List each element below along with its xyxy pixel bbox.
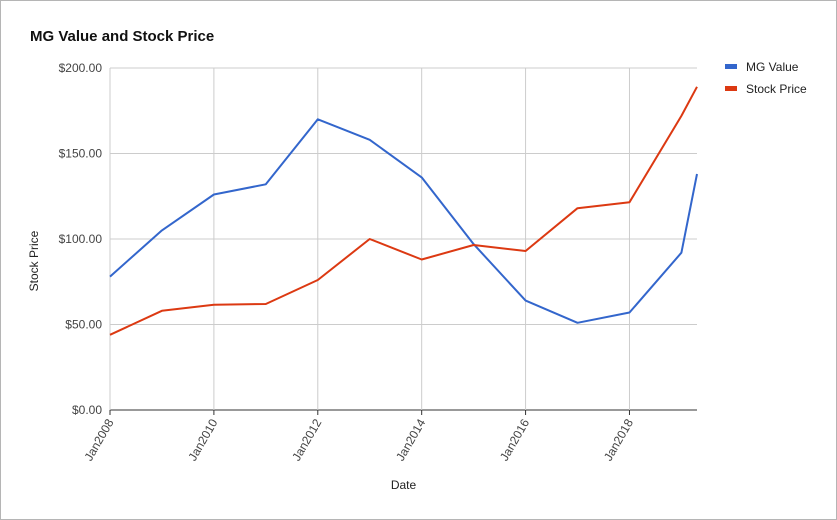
data-point	[161, 229, 163, 231]
data-point	[421, 176, 423, 178]
y-tick-label: $100.00	[59, 232, 103, 246]
data-point	[696, 86, 698, 88]
legend-swatch	[725, 64, 737, 69]
data-point	[369, 139, 371, 141]
data-point	[265, 303, 267, 305]
x-tick-label: Jan2010	[185, 416, 220, 463]
data-point	[525, 250, 527, 252]
x-tick-label: Jan2014	[393, 416, 428, 463]
data-point	[161, 310, 163, 312]
y-tick-label: $200.00	[59, 61, 103, 75]
data-point	[680, 115, 682, 117]
legend-label: Stock Price	[746, 82, 807, 96]
y-tick-label: $0.00	[72, 403, 102, 417]
data-point	[213, 304, 215, 306]
data-point	[577, 322, 579, 324]
x-tick-label: Jan2016	[497, 416, 532, 463]
data-point	[317, 118, 319, 120]
data-point	[109, 276, 111, 278]
series-line-mg-value	[109, 118, 698, 324]
data-point	[577, 207, 579, 209]
x-axis-title: Date	[391, 478, 417, 492]
data-point	[369, 238, 371, 240]
x-tick-label: Jan2008	[81, 416, 116, 463]
chart-title: MG Value and Stock Price	[30, 28, 215, 45]
series-line-stock-price	[109, 86, 698, 336]
y-axis-title: Stock Price	[27, 230, 41, 291]
x-tick-label: Jan2012	[289, 416, 324, 463]
data-point	[628, 201, 630, 203]
y-tick-label: $150.00	[59, 147, 103, 161]
data-point	[109, 334, 111, 336]
data-point	[421, 259, 423, 261]
data-point	[213, 194, 215, 196]
data-point	[525, 300, 527, 302]
data-point	[696, 173, 698, 175]
data-point	[628, 312, 630, 314]
legend-swatch	[725, 86, 737, 91]
data-point	[317, 279, 319, 281]
legend-label: MG Value	[746, 60, 799, 74]
data-point	[473, 244, 475, 246]
data-point	[265, 183, 267, 185]
data-point	[680, 252, 682, 254]
y-tick-label: $50.00	[65, 318, 102, 332]
x-tick-label: Jan2018	[601, 416, 636, 463]
